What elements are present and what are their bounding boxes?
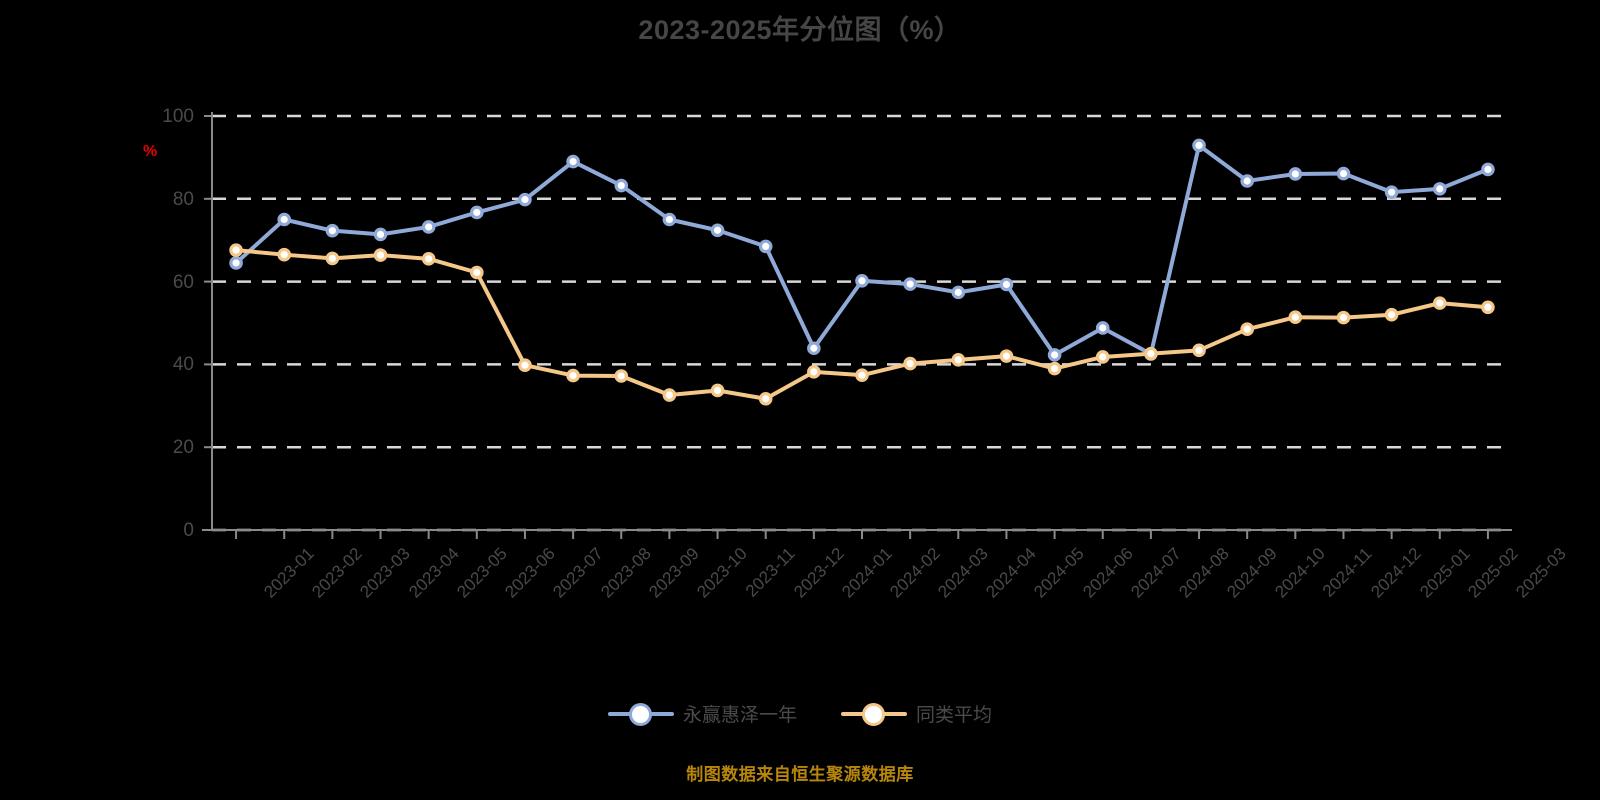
- y-axis-unit-label: %: [143, 143, 158, 160]
- data-point[interactable]: [662, 388, 677, 402]
- data-point[interactable]: [373, 248, 388, 262]
- data-point[interactable]: [807, 365, 821, 379]
- data-point[interactable]: [855, 368, 869, 382]
- data-point[interactable]: [1336, 166, 1351, 181]
- data-point[interactable]: [1095, 350, 1110, 364]
- data-point[interactable]: [277, 212, 292, 227]
- legend-item-1[interactable]: 永赢惠泽一年: [607, 700, 797, 727]
- data-point[interactable]: [999, 277, 1014, 292]
- data-point[interactable]: [1481, 300, 1495, 315]
- chart-footnote: 制图数据来自恒生聚源数据库: [686, 765, 914, 784]
- legend-marker-icon: [841, 701, 907, 727]
- data-point[interactable]: [373, 227, 388, 242]
- data-point[interactable]: [1047, 348, 1062, 362]
- data-point[interactable]: [855, 273, 869, 288]
- legend-item-2[interactable]: 同类平均: [841, 700, 992, 727]
- data-point[interactable]: [710, 223, 725, 238]
- data-point[interactable]: [758, 239, 773, 254]
- y-tick-label: 60: [172, 271, 194, 293]
- y-tick-label: 20: [172, 437, 194, 459]
- y-tick-label: 100: [162, 106, 194, 127]
- data-point[interactable]: [710, 383, 725, 398]
- data-point[interactable]: [1336, 310, 1351, 325]
- data-point[interactable]: [1288, 167, 1303, 181]
- data-point[interactable]: [999, 349, 1014, 363]
- data-point[interactable]: [1144, 346, 1158, 361]
- chart-title: 2023-2025年分位图（%）: [638, 15, 962, 45]
- data-point[interactable]: [1047, 361, 1062, 376]
- y-tick-label: 40: [172, 354, 194, 376]
- legend-dot-icon: [862, 702, 885, 726]
- data-point[interactable]: [807, 341, 821, 356]
- data-point[interactable]: [1384, 307, 1399, 322]
- data-point[interactable]: [614, 369, 629, 383]
- data-point[interactable]: [951, 353, 966, 367]
- data-point[interactable]: [470, 205, 484, 220]
- data-point[interactable]: [566, 368, 580, 383]
- legend-label: 同类平均: [916, 705, 993, 726]
- data-point[interactable]: [229, 256, 243, 270]
- legend-dot-icon: [628, 702, 652, 726]
- data-point[interactable]: [518, 358, 532, 373]
- data-point[interactable]: [518, 192, 532, 207]
- data-point[interactable]: [1095, 321, 1110, 335]
- data-point[interactable]: [903, 277, 917, 291]
- data-point[interactable]: [1384, 185, 1399, 199]
- data-point[interactable]: [951, 285, 966, 300]
- data-point[interactable]: [1240, 174, 1254, 188]
- data-point[interactable]: [662, 212, 677, 227]
- data-point[interactable]: [325, 251, 340, 266]
- data-point[interactable]: [421, 220, 436, 234]
- y-tick-label: 80: [172, 188, 194, 210]
- data-point[interactable]: [1240, 322, 1254, 337]
- data-point[interactable]: [470, 265, 484, 280]
- data-point[interactable]: [1192, 138, 1206, 153]
- legend-marker-icon: [607, 701, 674, 727]
- data-point[interactable]: [1432, 182, 1447, 196]
- data-point[interactable]: [1481, 162, 1495, 177]
- data-point[interactable]: [229, 243, 243, 257]
- data-point[interactable]: [421, 252, 436, 266]
- data-point[interactable]: [614, 178, 629, 193]
- data-point[interactable]: [758, 391, 773, 406]
- data-point[interactable]: [1192, 343, 1206, 358]
- data-point[interactable]: [1432, 296, 1447, 310]
- data-point[interactable]: [566, 154, 580, 169]
- data-point[interactable]: [325, 223, 340, 238]
- data-point[interactable]: [1288, 310, 1303, 325]
- data-point[interactable]: [277, 247, 292, 262]
- chart-legend[interactable]: 永赢惠泽一年 同类平均: [0, 700, 1600, 727]
- data-point[interactable]: [903, 356, 917, 371]
- y-tick-label: 0: [183, 520, 194, 541]
- legend-label: 永赢惠泽一年: [682, 705, 797, 726]
